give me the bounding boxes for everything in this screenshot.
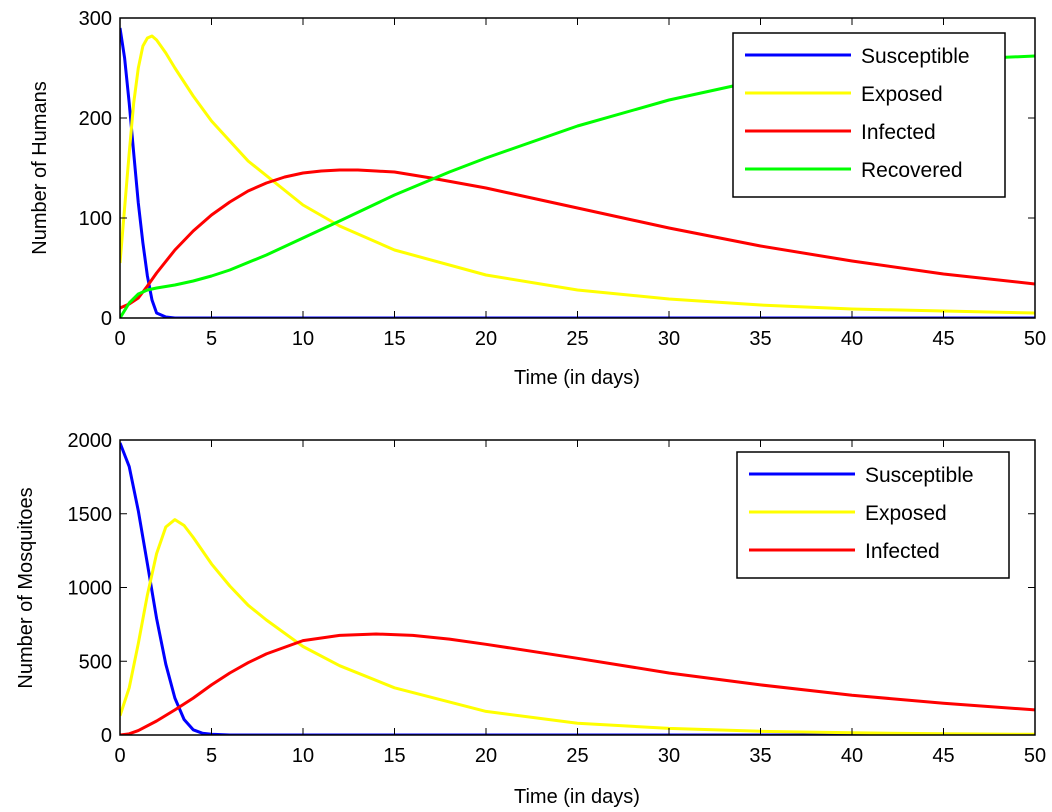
legend-label: Infected <box>861 121 936 144</box>
series-line-susceptible <box>120 27 1035 318</box>
x-tick-label: 5 <box>206 328 217 350</box>
x-tick-label: 50 <box>1024 745 1046 767</box>
legend-label: Susceptible <box>865 464 974 487</box>
series-line-infected <box>120 168 1035 310</box>
legend: Susceptible Exposed Infected Recovered <box>732 32 1006 198</box>
series-line-recovered <box>120 54 1035 318</box>
x-axis-label: Time (in days) <box>514 367 640 389</box>
x-tick-label: 20 <box>475 328 497 350</box>
y-tick-label: 1500 <box>68 504 113 526</box>
x-tick-label: 40 <box>841 328 863 350</box>
x-tick-label: 10 <box>292 745 314 767</box>
series-line-exposed <box>120 34 1035 315</box>
legend-label: Exposed <box>861 83 943 106</box>
series-line-susceptible <box>120 442 1035 735</box>
y-axis-label: Number of Humans <box>29 81 51 254</box>
x-axis-label: Time (in days) <box>514 786 640 808</box>
legend-label: Infected <box>865 540 940 563</box>
y-tick-label: 2000 <box>68 430 113 452</box>
x-tick-label: 40 <box>841 745 863 767</box>
y-tick-label: 1000 <box>68 578 113 600</box>
x-ticks: 0 5 10 15 20 25 30 35 40 45 50 <box>114 440 1046 767</box>
x-tick-label: 45 <box>932 328 954 350</box>
mosquitoes-series <box>120 442 1035 735</box>
y-tick-label: 500 <box>79 651 112 673</box>
x-tick-label: 20 <box>475 745 497 767</box>
y-tick-label: 200 <box>79 108 112 130</box>
x-tick-label: 35 <box>749 328 771 350</box>
y-tick-label: 300 <box>79 8 112 30</box>
x-tick-label: 30 <box>658 745 680 767</box>
x-tick-label: 25 <box>566 745 588 767</box>
series-line-infected <box>120 632 1035 735</box>
x-tick-label: 15 <box>383 328 405 350</box>
x-tick-label: 15 <box>383 745 405 767</box>
x-tick-label: 5 <box>206 745 217 767</box>
humans-panel: 0 5 10 15 20 25 30 35 40 45 50 0 100 200 300 Time (in… <box>29 8 1046 389</box>
x-tick-label: 35 <box>749 745 771 767</box>
x-tick-label: 50 <box>1024 328 1046 350</box>
y-ticks: 0 100 200 300 <box>79 8 1035 330</box>
y-ticks: 0 500 1000 1500 2000 <box>68 430 1035 747</box>
x-tick-label: 0 <box>114 328 125 350</box>
legend: Susceptible Exposed Infected <box>736 451 1010 579</box>
y-axis-label: Number of Mosquitoes <box>15 487 37 688</box>
x-tick-label: 10 <box>292 328 314 350</box>
x-tick-label: 30 <box>658 328 680 350</box>
y-tick-label: 0 <box>101 308 112 330</box>
series-line-exposed <box>120 518 1035 735</box>
x-tick-label: 0 <box>114 745 125 767</box>
x-tick-label: 25 <box>566 328 588 350</box>
legend-label: Exposed <box>865 502 947 525</box>
y-tick-label: 0 <box>101 725 112 747</box>
legend-label: Susceptible <box>861 45 970 68</box>
humans-series <box>120 27 1035 318</box>
x-tick-label: 45 <box>932 745 954 767</box>
legend-label: Recovered <box>861 159 963 182</box>
y-tick-label: 100 <box>79 208 112 230</box>
mosquitoes-panel: 0 5 10 15 20 25 30 35 40 45 50 0 500 1000 1500 2000 Ti… <box>15 430 1046 808</box>
x-ticks: 0 5 10 15 20 25 30 35 40 45 50 <box>114 18 1046 350</box>
